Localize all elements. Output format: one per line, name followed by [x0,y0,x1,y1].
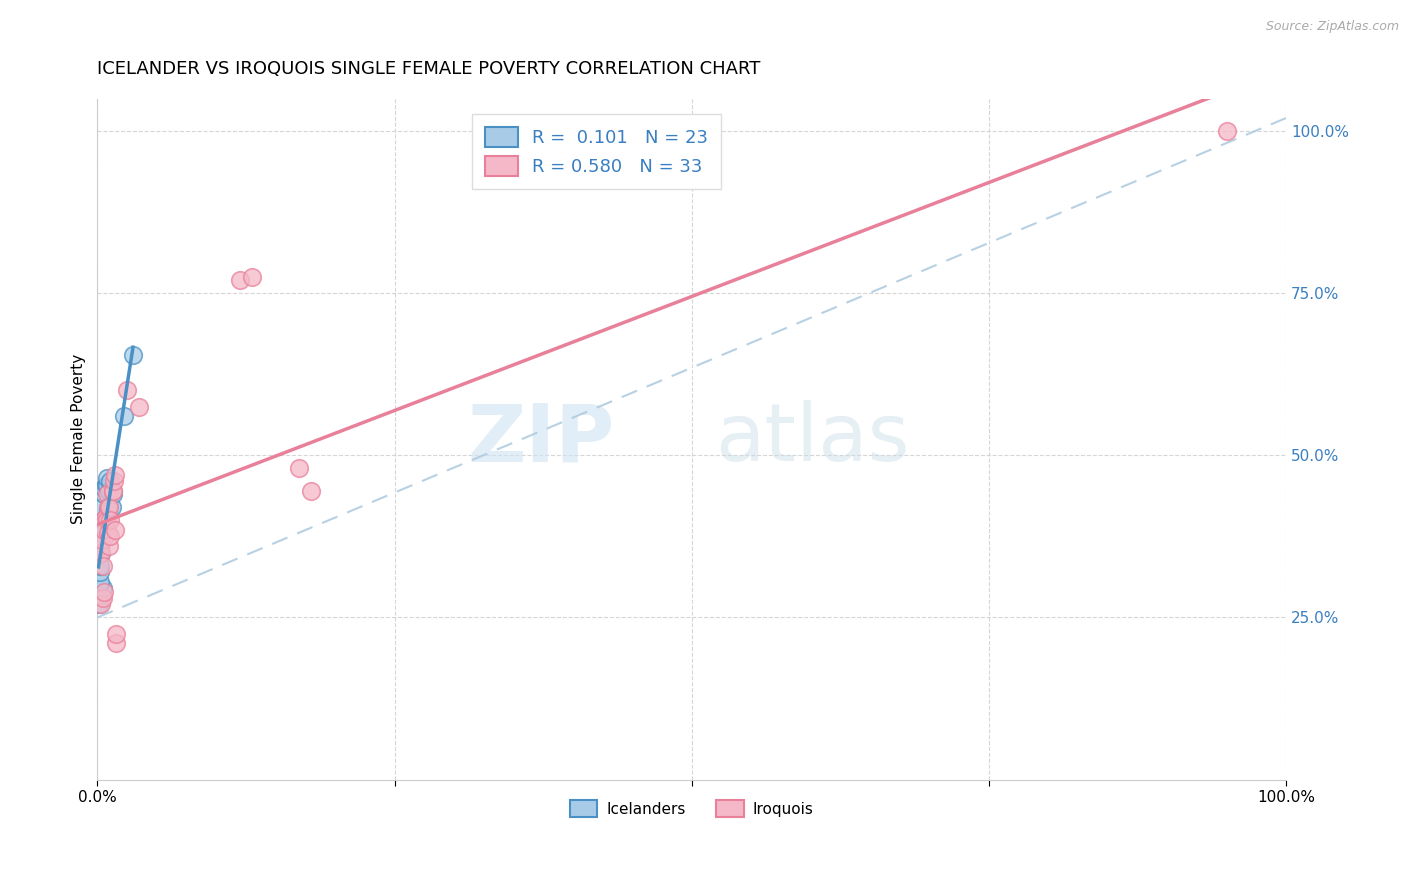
Point [93,487,115,501]
Point [91,500,114,515]
Text: atlas: atlas [716,401,910,478]
Point [98,483,121,498]
Point [229,273,252,287]
Point [94,477,117,491]
Point [98,500,121,515]
Point [104,523,127,537]
Point [100,529,122,543]
Point [101,487,124,501]
Point [104,467,127,482]
Point [288,461,311,475]
Point [98,539,121,553]
Point [94,510,117,524]
Point [100,475,122,489]
Point [105,626,128,640]
Point [91,533,114,547]
Point [100,513,122,527]
Point [90,546,112,560]
Point [100,500,122,515]
Point [87,598,110,612]
Legend: Icelanders, Iroquois: Icelanders, Iroquois [564,794,820,823]
Point [90,598,112,612]
Text: Source: ZipAtlas.com: Source: ZipAtlas.com [1265,20,1399,33]
Point [96,471,118,485]
Point [90,546,112,560]
Point [97,526,120,541]
Point [97,500,120,515]
Point [96,513,118,527]
Point [91,591,114,605]
Point [101,483,124,498]
Text: ZIP: ZIP [467,401,614,478]
Point [101,483,124,498]
Point [299,483,322,498]
Point [91,526,114,541]
Point [96,487,118,501]
Point [91,558,114,573]
Point [115,384,138,398]
Point [103,475,125,489]
Point [89,574,111,589]
Point [87,546,110,560]
Point [97,503,120,517]
Point [93,523,115,537]
Point [91,582,114,596]
Text: ICELANDER VS IROQUOIS SINGLE FEMALE POVERTY CORRELATION CHART: ICELANDER VS IROQUOIS SINGLE FEMALE POVE… [97,60,761,78]
Point [105,636,128,650]
Point [93,584,115,599]
Y-axis label: Single Female Poverty: Single Female Poverty [72,354,86,524]
Point [96,477,118,491]
Point [90,536,112,550]
Point [240,269,263,284]
Point [91,588,114,602]
Point [128,400,150,414]
Point [98,500,121,515]
Point [93,481,115,495]
Point [91,513,114,527]
Point [89,558,111,573]
Point [122,348,145,362]
Point [112,409,135,424]
Point [89,539,111,553]
Point [1215,124,1237,138]
Point [89,565,111,579]
